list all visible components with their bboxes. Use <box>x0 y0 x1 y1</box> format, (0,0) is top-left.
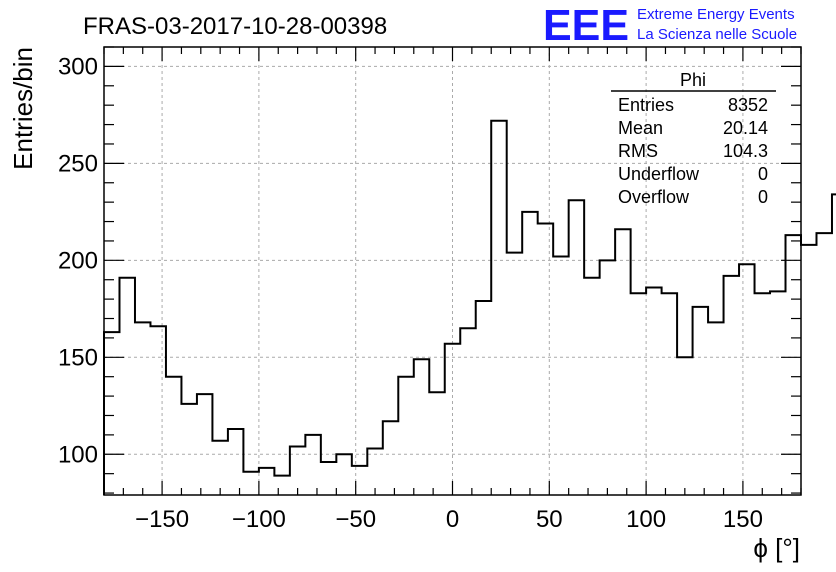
histogram-bin <box>290 447 305 495</box>
x-tick-label: 100 <box>626 506 666 533</box>
histogram-bin <box>398 377 413 495</box>
x-axis-title: ϕ [°] <box>753 533 800 563</box>
histogram-bin <box>755 293 770 495</box>
y-tick-label: 300 <box>58 53 98 80</box>
x-tick-label: −150 <box>135 506 189 533</box>
eee-logo: EEE Extreme Energy Events La Scienza nel… <box>543 1 797 50</box>
x-tick-label: 150 <box>723 506 763 533</box>
y-tick-label: 150 <box>58 344 98 371</box>
stats-row: Mean 20.14 <box>618 118 768 138</box>
stats-value: 104.3 <box>723 141 768 161</box>
histogram-bin <box>104 332 119 495</box>
brand-line-1: Extreme Energy Events <box>637 6 795 23</box>
histogram-bin <box>569 200 584 495</box>
x-tick-label: 0 <box>446 506 459 533</box>
histogram-bin <box>383 421 398 495</box>
histogram-bin <box>336 454 351 495</box>
brand-line-2: La Scienza nelle Scuole <box>637 26 797 43</box>
histogram-bin <box>181 404 196 495</box>
grid-lines <box>104 47 801 495</box>
histogram-bin <box>166 377 181 495</box>
y-tick-label: 200 <box>58 247 98 274</box>
histogram-bin <box>135 322 150 495</box>
histogram-bin <box>150 326 165 495</box>
y-axis-title: Entries/bin <box>8 47 38 170</box>
histogram-bin <box>832 194 836 495</box>
y-tick-label: 250 <box>58 150 98 177</box>
histogram-bin <box>321 462 336 495</box>
stats-label: Mean <box>618 118 663 138</box>
histogram-bin <box>801 245 816 495</box>
histogram-bin <box>600 260 615 495</box>
histogram-bin <box>445 344 460 495</box>
histogram-bin <box>476 301 491 495</box>
stats-label: Overflow <box>618 187 690 207</box>
histogram-bin <box>228 429 243 495</box>
x-tick-labels: −150 −100 −50 0 50 100 150 <box>135 506 763 533</box>
chart-title: FRAS-03-2017-10-28-00398 <box>83 13 387 40</box>
histogram-step-line <box>103 119 836 495</box>
histogram-bin <box>491 121 506 495</box>
histogram-bin <box>243 472 258 495</box>
histogram-bin <box>212 441 227 495</box>
histogram-bin <box>770 291 785 495</box>
stats-row: Underflow 0 <box>618 164 768 184</box>
histogram-bin <box>615 229 630 495</box>
stats-value: 0 <box>758 164 768 184</box>
histogram-bin <box>352 466 367 495</box>
histogram-bin <box>708 322 723 495</box>
histogram-bin <box>507 253 522 495</box>
histogram-bin <box>305 435 320 495</box>
stats-row: Entries 8352 <box>618 95 768 115</box>
histogram-bin <box>739 264 754 495</box>
histogram-bin <box>429 392 444 495</box>
histogram-bin <box>816 233 831 495</box>
histogram-bin <box>538 223 553 495</box>
stats-row: Overflow 0 <box>618 187 768 207</box>
stats-label: Entries <box>618 95 674 115</box>
x-tick-label: −100 <box>232 506 286 533</box>
stats-value: 8352 <box>728 95 768 115</box>
histogram-bin <box>584 278 599 495</box>
stats-box: Phi Entries 8352 Mean 20.14 RMS 104.3 Un… <box>611 70 776 207</box>
histogram-bin <box>631 293 646 495</box>
y-tick-labels: 100 150 200 250 300 <box>58 53 98 468</box>
axis-ticks <box>103 46 802 495</box>
stats-value: 20.14 <box>723 118 768 138</box>
histogram-bin <box>259 468 274 495</box>
histogram-bin <box>662 293 677 495</box>
stats-label: Underflow <box>618 164 700 184</box>
histogram-bin <box>460 328 475 495</box>
histogram-bin <box>677 357 692 495</box>
stats-label: RMS <box>618 141 658 161</box>
histogram-bin <box>786 235 801 495</box>
histogram-bin <box>693 307 708 495</box>
stats-title: Phi <box>680 70 706 90</box>
histogram-bin <box>274 476 289 495</box>
histogram-bin <box>119 278 134 495</box>
histogram-bin <box>414 359 429 495</box>
histogram-bin <box>724 276 739 495</box>
histogram-bin <box>522 212 537 495</box>
histogram-bin <box>553 256 568 495</box>
x-tick-label: 50 <box>536 506 563 533</box>
histogram-bin <box>646 287 661 495</box>
eee-logo-text: EEE <box>543 1 629 50</box>
histogram-bin <box>197 394 212 495</box>
y-tick-label: 100 <box>58 441 98 468</box>
stats-row: RMS 104.3 <box>618 141 768 161</box>
x-tick-label: −50 <box>335 506 376 533</box>
stats-value: 0 <box>758 187 768 207</box>
